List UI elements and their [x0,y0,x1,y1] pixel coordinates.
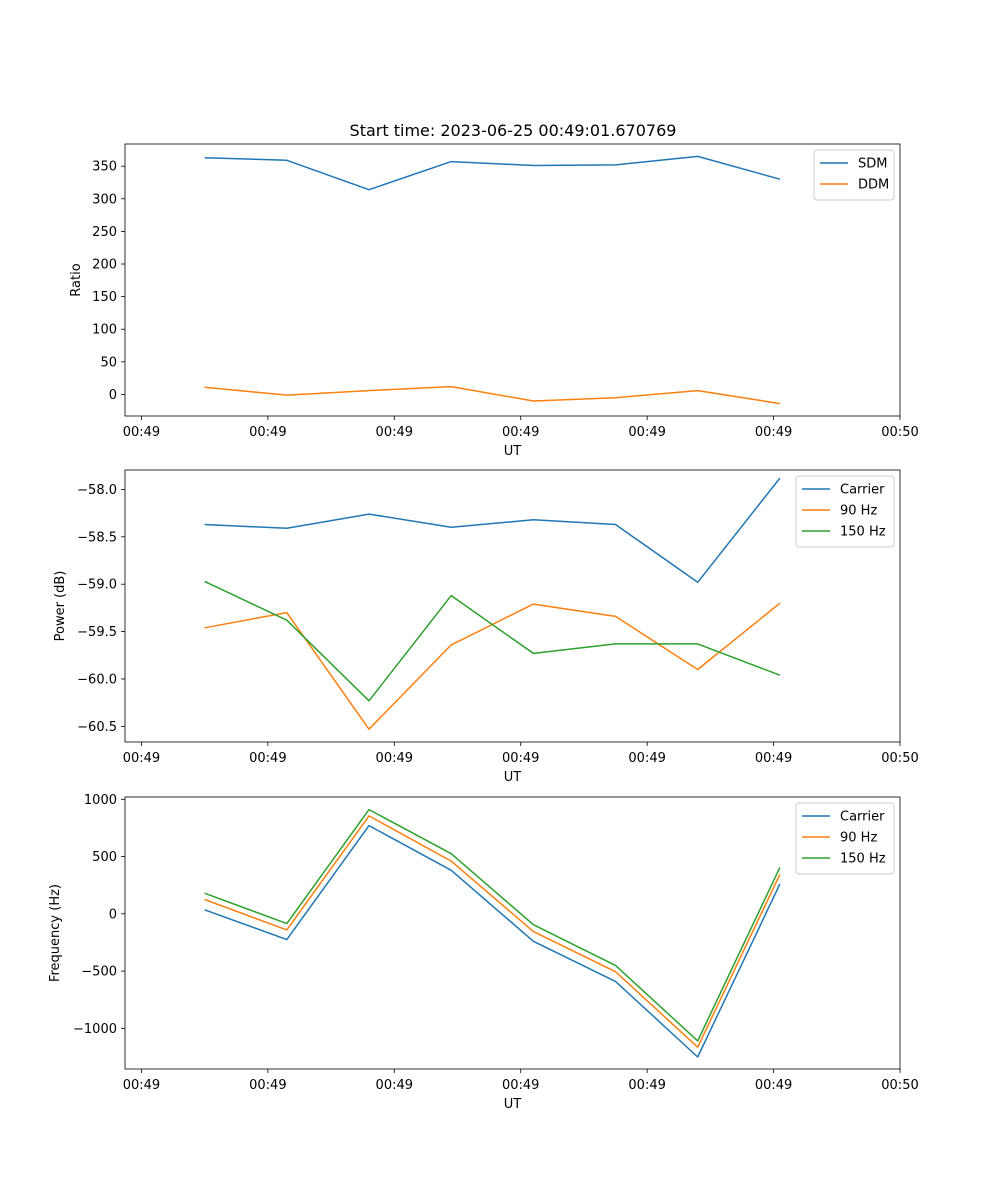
legend-entry: Carrier [840,810,885,825]
x-tick-label: 00:49 [376,751,413,766]
x-tick-label: 00:49 [123,425,160,440]
x-tick-label: 00:49 [502,1078,539,1093]
chart-title: Start time: 2023-06-25 00:49:01.670769 [350,121,677,140]
y-tick-label: 0 [109,388,117,403]
x-tick-label: 00:49 [628,751,665,766]
y-tick-label: −60.5 [77,720,117,735]
x-tick-label: 00:49 [123,1078,160,1093]
series-line-carrier [204,477,781,584]
legend-entry: 90 Hz [840,831,877,846]
x-tick-label: 00:49 [249,425,286,440]
x-tick-label: 00:49 [123,751,160,766]
x-axis-label: UT [504,770,522,785]
y-tick-label: 1000 [84,793,117,808]
chart-panel-1: 00:49 00:49 00:49 00:49 00:49 00:49 00:50 0 50 10… [69,143,919,459]
x-tick-label: 00:49 [628,425,665,440]
series-line-sdm [204,155,781,191]
x-tick-label: 00:49 [628,1078,665,1093]
legend: SDM DDM [813,149,895,201]
legend-entry: 150 Hz [840,852,886,867]
x-tick-label: 00:50 [881,751,918,766]
series-line-ddm [204,385,781,405]
chart-panel-2: 00:49 00:49 00:49 00:49 00:49 00:49 00:50 −60.5… [53,469,919,785]
y-tick-label: 500 [92,850,117,865]
y-tick-label: 200 [92,258,117,273]
legend: Carrier 90 Hz 150 Hz [795,802,895,875]
x-tick-label: 00:49 [249,751,286,766]
x-tick-label: 00:49 [249,1078,286,1093]
y-tick-label: 0 [109,907,117,922]
legend-entry: 90 Hz [840,504,877,519]
legend-box [795,802,895,875]
x-tick-label: 00:49 [755,425,792,440]
y-tick-label: 350 [92,160,117,175]
x-axis-label: UT [504,444,522,459]
y-tick-label: −59.5 [77,625,117,640]
x-tick-label: 00:49 [376,425,413,440]
axes-frame [124,469,901,743]
y-tick-label: −58.5 [77,530,117,545]
legend-entry: Carrier [840,483,885,498]
series-line-150-hz [204,580,781,702]
legend-entry: DDM [858,178,889,193]
y-tick-label: −60.0 [77,672,117,687]
x-tick-label: 00:50 [881,425,918,440]
y-axis-label: Ratio [69,263,84,296]
legend-entry: 150 Hz [840,525,886,540]
y-axis-label: Frequency (Hz) [48,884,63,982]
x-tick-label: 00:49 [376,1078,413,1093]
axes-frame [124,796,901,1070]
chart-panel-3: 00:49 00:49 00:49 00:49 00:49 00:49 00:50 −1000… [48,793,919,1112]
y-tick-label: 150 [92,290,117,305]
series-line-90-hz [204,602,781,730]
axes-frame [124,143,901,417]
y-tick-label: 250 [92,225,117,240]
x-axis-label: UT [504,1097,522,1112]
series-line-150-hz [204,808,781,1042]
x-tick-label: 00:49 [502,751,539,766]
series-line-90-hz [204,815,781,1048]
legend: Carrier 90 Hz 150 Hz [795,475,895,548]
y-tick-label: 50 [100,355,117,370]
y-tick-label: −1000 [73,1022,117,1037]
y-tick-label: 100 [92,323,117,338]
y-tick-label: −59.0 [77,578,117,593]
series-line-carrier [204,824,781,1058]
y-axis-label: Power (dB) [53,571,68,642]
legend-box [795,475,895,548]
y-tick-label: −500 [81,965,117,980]
legend-entry: SDM [858,157,887,172]
x-tick-label: 00:50 [881,1078,918,1093]
x-tick-label: 00:49 [755,1078,792,1093]
x-tick-label: 00:49 [755,751,792,766]
y-tick-label: 300 [92,192,117,207]
y-tick-label: −58.0 [77,483,117,498]
x-tick-label: 00:49 [502,425,539,440]
